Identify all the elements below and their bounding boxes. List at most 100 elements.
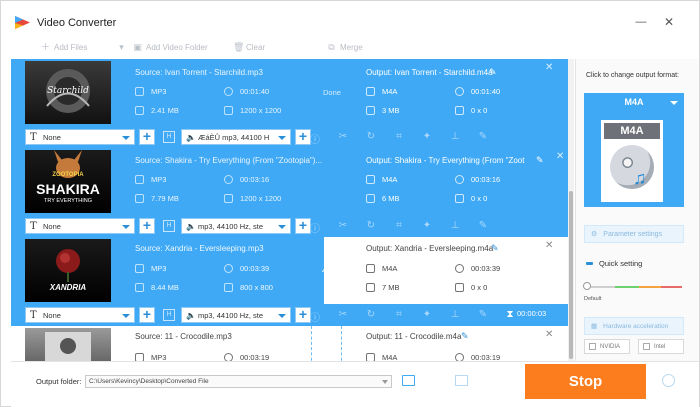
rotate-icon[interactable]: ↻	[366, 309, 376, 320]
watermark-icon[interactable]: ⊥	[450, 309, 460, 320]
effects-icon[interactable]: ✦	[422, 309, 432, 320]
info-icon[interactable]: ⓘ	[310, 313, 320, 324]
effects-icon[interactable]: ✦	[422, 220, 432, 231]
hardware-acceleration-button[interactable]: ▦ Hardware acceleration	[584, 317, 684, 335]
trash-icon: 🗑	[233, 42, 245, 52]
task-row[interactable]: Starchild Source: Ivan Torrent - Starchi…	[11, 59, 568, 126]
divider	[311, 326, 312, 361]
task-row[interactable]: ZOOTOPIA SHAKIRA TRY EVERYTHING Source: …	[11, 148, 568, 215]
clock-icon	[224, 87, 233, 96]
quick-setting: Quick setting	[586, 259, 642, 268]
subtitle-select[interactable]: T None	[25, 307, 135, 323]
audio-track-select[interactable]: 🔈 mp3, 44100 Hz, ste	[181, 307, 291, 323]
crop-icon[interactable]: ⌗	[396, 220, 402, 231]
slider-knob[interactable]	[583, 282, 591, 290]
cut-icon[interactable]: ✂	[338, 309, 348, 320]
stop-button[interactable]: Stop	[525, 364, 646, 399]
crop-icon[interactable]: ⌗	[396, 309, 402, 320]
file-size-icon	[366, 106, 375, 115]
add-video-folder-button[interactable]: ▣ Add Video Folder	[133, 43, 208, 53]
chevron-down-icon	[278, 225, 286, 229]
merge-button[interactable]: ⧉ Merge	[327, 43, 362, 53]
hard-subtitle-icon[interactable]: H	[163, 220, 175, 232]
remove-task-icon[interactable]: ✕	[545, 240, 554, 251]
album-caption: SHAKIRA	[36, 181, 100, 197]
crop-icon[interactable]: ⌗	[396, 131, 402, 142]
task-list-scrollbar[interactable]	[568, 59, 574, 361]
info-icon[interactable]: ⓘ	[310, 224, 320, 235]
remove-task-icon[interactable]: ✕	[556, 151, 565, 162]
subtitle-icon: T	[30, 221, 37, 232]
source-title: Source: Shakira - Try Everything (From "…	[135, 156, 323, 165]
remove-task-icon[interactable]: ✕	[545, 62, 554, 73]
hard-subtitle-icon[interactable]: H	[163, 309, 175, 321]
parameter-settings-button[interactable]: ⚙ Parameter settings	[584, 225, 684, 243]
edit-output-name-icon[interactable]: ✎	[461, 331, 469, 341]
output-folder-input[interactable]: C:\Users\Kevincy\Desktop\Converted File	[85, 375, 392, 388]
task-list: Starchild Source: Ivan Torrent - Starchi…	[11, 59, 568, 361]
minimize-button[interactable]: —	[635, 16, 647, 28]
cut-icon[interactable]: ✂	[338, 220, 348, 231]
effects-icon[interactable]: ✦	[422, 131, 432, 142]
quality-slider[interactable]	[583, 282, 682, 290]
source-format: MP3	[135, 175, 166, 184]
watermark-icon[interactable]: ⊥	[450, 220, 460, 231]
clock-icon	[224, 175, 233, 184]
add-audio-button[interactable]: +	[295, 307, 311, 323]
task-row[interactable]: Source: 11 - Crocodile.mp3 MP3 00:03:19 …	[11, 326, 568, 361]
open-folder-icon[interactable]	[455, 375, 468, 386]
browse-folder-icon[interactable]	[402, 375, 415, 386]
nvidia-checkbox[interactable]	[589, 343, 596, 350]
add-subtitle-button[interactable]: +	[139, 129, 155, 145]
add-video-folder-label: Add Video Folder	[146, 43, 208, 52]
output-title: Output: 11 - Crocodile.m4a	[366, 332, 462, 341]
scrollbar-thumb[interactable]	[569, 191, 573, 359]
intel-option[interactable]: Intel	[638, 339, 684, 354]
output-resolution: 0 x 0	[455, 106, 487, 115]
edit-output-name-icon[interactable]: ✎	[491, 243, 499, 253]
close-window-button[interactable]: ✕	[663, 15, 675, 29]
add-files-button[interactable]: ＋ Add Files	[41, 43, 87, 53]
info-icon[interactable]: ⓘ	[310, 135, 320, 146]
output-format-selector[interactable]: M4A M4A ♫	[584, 93, 684, 207]
subtitle-select[interactable]: T None	[25, 129, 135, 145]
edit-icon[interactable]: ✎	[478, 131, 488, 142]
file-size-icon	[366, 283, 375, 292]
edit-output-name-icon[interactable]: ✎	[489, 67, 497, 77]
hard-subtitle-icon[interactable]: H	[163, 131, 175, 143]
clear-button[interactable]: 🗑 Clear	[233, 42, 265, 53]
add-audio-button[interactable]: +	[295, 129, 311, 145]
task-row[interactable]: XANDRIA Source: Xandria - Eversleeping.m…	[11, 237, 568, 304]
add-audio-button[interactable]: +	[295, 218, 311, 234]
watermark-icon[interactable]: ⊥	[450, 131, 460, 142]
add-subtitle-button[interactable]: +	[139, 218, 155, 234]
intel-checkbox[interactable]	[643, 343, 650, 350]
format-icon	[135, 264, 144, 273]
add-files-dropdown[interactable]: ▾	[117, 43, 126, 52]
edit-icon[interactable]: ✎	[478, 220, 488, 231]
resolution-icon	[455, 283, 464, 292]
source-resolution: 800 x 800	[224, 283, 273, 292]
rotate-icon[interactable]: ↻	[366, 220, 376, 231]
edit-icon[interactable]: ✎	[478, 309, 488, 320]
remove-task-icon[interactable]: ✕	[545, 329, 554, 340]
audio-track-select[interactable]: 🔈 ÆáÈÛ mp3, 44100 H	[181, 129, 291, 145]
chevron-down-icon[interactable]	[382, 380, 388, 384]
output-size: 7 MB	[366, 283, 400, 292]
slider-track	[586, 286, 682, 288]
task-status: Done	[323, 88, 341, 97]
format-icon	[366, 87, 375, 96]
album-art-crocodile	[45, 332, 91, 361]
subtitle-select[interactable]: T None	[25, 218, 135, 234]
add-subtitle-button[interactable]: +	[139, 307, 155, 323]
audio-track-select[interactable]: 🔈 mp3, 44100 Hz, ste	[181, 218, 291, 234]
rotate-icon[interactable]: ↻	[366, 131, 376, 142]
source-format: MP3	[135, 87, 166, 96]
output-duration: 00:01:40	[455, 87, 500, 96]
nvidia-option[interactable]: NVIDIA	[584, 339, 630, 354]
album-thumbnail: XANDRIA	[25, 239, 111, 302]
cut-icon[interactable]: ✂	[338, 131, 348, 142]
format-icon	[135, 175, 144, 184]
alarm-clock-icon[interactable]	[662, 374, 675, 387]
edit-output-name-icon[interactable]: ✎	[536, 155, 544, 165]
